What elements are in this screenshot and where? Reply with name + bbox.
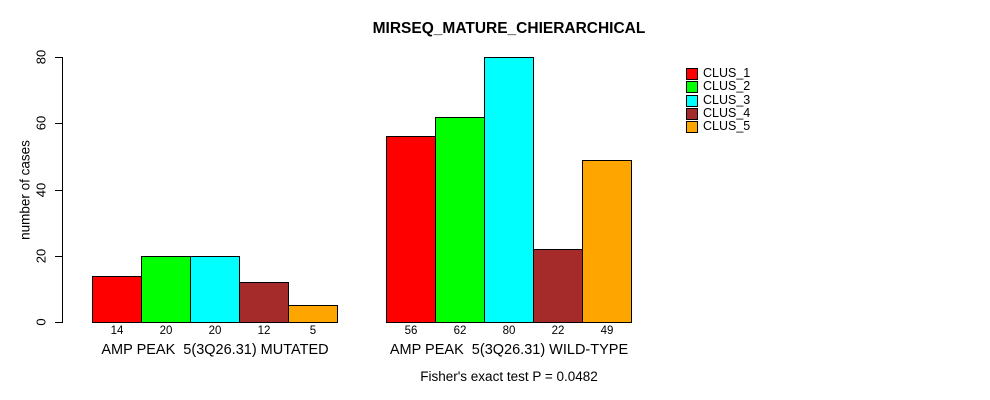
legend-label: CLUS_2: [703, 79, 751, 93]
bar-clus_3-mutated: [190, 256, 240, 323]
bar-value-label: 22: [551, 325, 565, 337]
bar-value-label: 20: [159, 325, 173, 337]
group-label: AMP PEAK 5(3Q26.31) WILD-TYPE: [389, 342, 629, 358]
y-axis-tick-label: 60: [33, 115, 49, 131]
bar-clus_1-wild-type: [386, 136, 436, 323]
bar-value-label: 80: [502, 325, 516, 337]
group-label: AMP PEAK 5(3Q26.31) MUTATED: [101, 342, 329, 358]
bar-value-label: 20: [208, 325, 222, 337]
bar-value-label: 14: [110, 325, 124, 337]
bar-clus_2-wild-type: [435, 117, 485, 323]
legend-label: CLUS_1: [703, 66, 751, 80]
legend-swatch-icon: [686, 94, 698, 107]
bar-clus_2-mutated: [141, 256, 191, 323]
bar-value-label: 12: [257, 325, 271, 337]
bar-clus_5-mutated: [288, 305, 338, 323]
fisher-test-annotation: Fisher's exact test P = 0.0482: [420, 369, 598, 384]
chart-title: MIRSEQ_MATURE_CHIERARCHICAL: [372, 20, 646, 37]
bar-value-label: 56: [404, 325, 418, 337]
y-axis-tick: [55, 123, 62, 124]
legend-label: CLUS_3: [703, 93, 751, 107]
y-axis-tick-label: 80: [33, 49, 49, 65]
legend-item-clus_3: CLUS_3: [686, 94, 750, 107]
bar-value-label: 49: [600, 325, 614, 337]
bar-clus_4-wild-type: [533, 249, 583, 323]
legend-item-clus_1: CLUS_1: [686, 67, 750, 80]
legend-item-clus_2: CLUS_2: [686, 80, 750, 93]
legend-label: CLUS_4: [703, 106, 751, 120]
y-axis-label: number of cases: [17, 140, 33, 240]
bar-clus_5-wild-type: [582, 160, 632, 323]
y-axis-tick: [55, 322, 62, 323]
bar-value-label: 62: [453, 325, 467, 337]
y-axis-tick: [55, 190, 62, 191]
y-axis-tick-label: 40: [33, 182, 49, 198]
legend-item-clus_4: CLUS_4: [686, 107, 750, 120]
y-axis-tick: [55, 256, 62, 257]
y-axis-tick: [55, 57, 62, 58]
legend-item-clus_5: CLUS_5: [686, 120, 750, 133]
legend-label: CLUS_5: [703, 119, 751, 133]
y-axis-tick-label: 0: [33, 318, 49, 326]
bar-clus_1-mutated: [92, 276, 142, 323]
legend-swatch-icon: [686, 67, 698, 80]
y-axis-tick-label: 20: [33, 248, 49, 264]
y-axis-line: [62, 57, 63, 323]
legend-swatch-icon: [686, 80, 698, 93]
legend-swatch-icon: [686, 107, 698, 120]
bar-clus_3-wild-type: [484, 57, 534, 323]
bar-value-label: 5: [309, 325, 317, 337]
bar-clus_4-mutated: [239, 282, 289, 323]
legend-swatch-icon: [686, 120, 698, 133]
